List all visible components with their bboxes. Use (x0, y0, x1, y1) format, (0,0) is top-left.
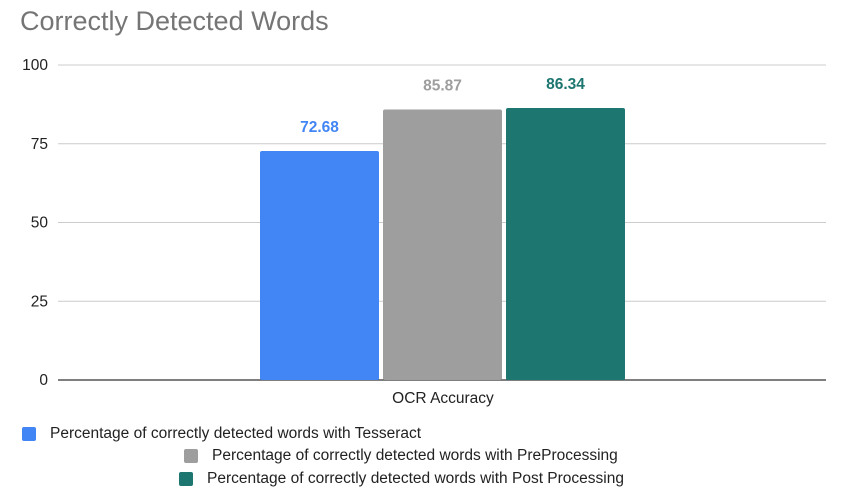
data-label-series-1: 85.87 (423, 78, 462, 95)
legend-swatch-tesseract (22, 427, 36, 441)
legend-label-postprocessing: Percentage of correctly detected words w… (207, 470, 624, 487)
chart-title: Correctly Detected Words (20, 6, 329, 36)
legend-item-postprocessing: Percentage of correctly detected words w… (179, 470, 624, 488)
x-tick-label: OCR Accuracy (392, 390, 494, 407)
legend-label-tesseract: Percentage of correctly detected words w… (50, 425, 422, 442)
bar-series-2 (506, 108, 625, 381)
y-tick-label: 75 (31, 136, 48, 153)
bar-series-1 (383, 109, 502, 381)
y-tick-label: 100 (22, 57, 48, 74)
legend-swatch-preprocessing (184, 449, 198, 463)
legend-swatch-postprocessing (179, 472, 193, 486)
y-tick-label: 25 (31, 293, 48, 310)
legend-item-preprocessing: Percentage of correctly detected words w… (184, 447, 618, 465)
bar-chart: 0 25 50 75 100 72.68 85.87 86.34 OCR Accuracy (22, 57, 826, 407)
y-tick-label: 50 (31, 215, 49, 232)
y-tick-label: 0 (39, 372, 48, 389)
bar-series-0 (260, 151, 379, 380)
legend-item-tesseract: Percentage of correctly detected words w… (22, 425, 421, 443)
data-label-series-2: 86.34 (546, 76, 585, 93)
data-label-series-0: 72.68 (300, 119, 339, 136)
legend-label-preprocessing: Percentage of correctly detected words w… (212, 447, 618, 464)
